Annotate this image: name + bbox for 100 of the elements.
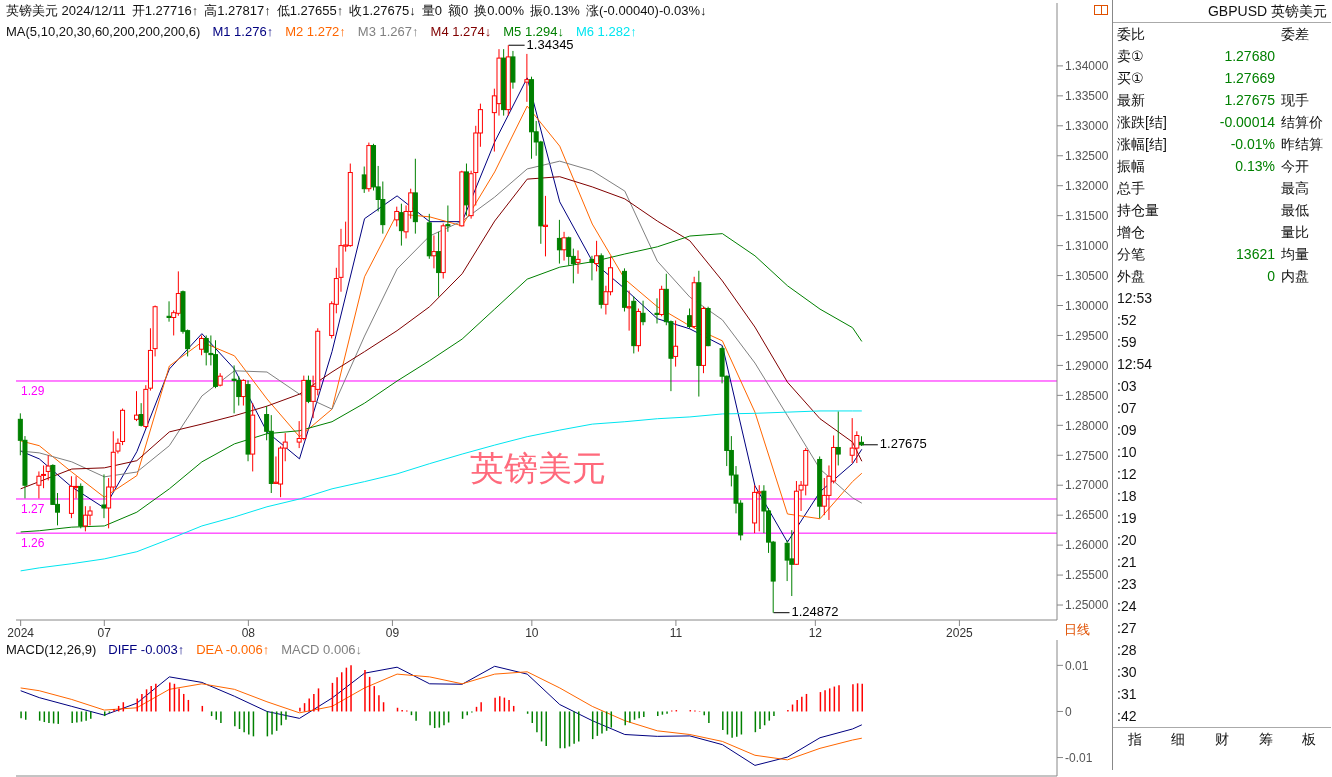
candlestick bbox=[45, 454, 51, 481]
series-label: DIFF -0.003↑ bbox=[108, 642, 185, 657]
candlestick bbox=[101, 473, 107, 519]
candlestick bbox=[431, 234, 437, 269]
x-tick-label: 2025 bbox=[946, 625, 974, 640]
text: :31 bbox=[1117, 685, 1138, 704]
legend-title: MA(5,10,20,30,60,200,200,200,6) bbox=[6, 24, 201, 39]
text: 委比 委差 bbox=[1117, 26, 1309, 42]
text: 12:53 bbox=[1117, 289, 1154, 308]
text: :09 bbox=[1117, 421, 1138, 440]
annotation: 换0.00% bbox=[474, 3, 525, 18]
text: :59 bbox=[1117, 333, 1138, 352]
x-tick-label: 10 bbox=[525, 625, 539, 640]
y-tick-label: 1.31500 bbox=[1065, 208, 1109, 223]
annotation: 振0.13% bbox=[530, 3, 580, 18]
text: GBPUSD 英镑美元 bbox=[1113, 0, 1331, 23]
annotation: 量0 bbox=[421, 3, 442, 18]
candlestick bbox=[640, 300, 646, 326]
y-tick-label: 1.26000 bbox=[1065, 538, 1109, 553]
y-tick-label: 1.32500 bbox=[1065, 149, 1109, 164]
candlestick bbox=[231, 364, 237, 414]
text: :42 bbox=[1117, 707, 1138, 726]
text: :20 bbox=[1117, 531, 1138, 550]
candlestick bbox=[561, 231, 567, 262]
text: 指 细 财 筹 板 bbox=[1127, 731, 1317, 747]
text: 卖① 1.27680 bbox=[1117, 48, 1275, 64]
y-tick-label: -0.01 bbox=[1065, 750, 1093, 765]
annotation: 开1.27716↑ bbox=[131, 3, 199, 18]
candlestick bbox=[673, 319, 679, 368]
y-tick-label: 1.25500 bbox=[1065, 568, 1109, 583]
chart-title: 英镑美元 2024/12/11 bbox=[6, 3, 126, 18]
x-tick-label: 12 bbox=[808, 625, 823, 640]
candlestick bbox=[134, 390, 140, 422]
text: :52 bbox=[1117, 311, 1138, 330]
y-tick-label: 1.30500 bbox=[1065, 268, 1109, 283]
x-tick-label: 09 bbox=[385, 625, 400, 640]
text: M1 1.276↑ bbox=[212, 24, 274, 39]
text: 外盘 0 内盘 bbox=[1117, 268, 1309, 284]
text: 涨幅[结] -0.01% 昨结算 bbox=[1117, 136, 1323, 152]
annotation: 1.24872 bbox=[791, 604, 839, 620]
text: :18 bbox=[1117, 487, 1138, 506]
y-tick-label: 1.25000 bbox=[1065, 598, 1109, 613]
annotation: 收1.27675↓ bbox=[349, 3, 416, 18]
text: DEA -0.006↑ bbox=[196, 642, 270, 657]
candlestick bbox=[594, 240, 600, 272]
text: 买① 1.27669 bbox=[1117, 70, 1275, 86]
text: :21 bbox=[1117, 553, 1138, 572]
ref-line-label: 1.27 bbox=[21, 501, 45, 516]
candlestick bbox=[394, 206, 400, 227]
text: M3 1.267↑ bbox=[357, 24, 419, 39]
chart-title: MACD(12,26,9) bbox=[6, 642, 97, 657]
y-tick-label: 1.30000 bbox=[1065, 298, 1109, 313]
x-tick-label: 2024 bbox=[7, 625, 35, 640]
text: 总手 最高 bbox=[1117, 180, 1309, 196]
y-tick-label: 1.27000 bbox=[1065, 478, 1109, 493]
x-tick-label: 08 bbox=[241, 625, 256, 640]
y-tick-label: 1.29000 bbox=[1065, 358, 1109, 373]
text: M5 1.294↓ bbox=[503, 24, 564, 39]
candlestick bbox=[575, 249, 581, 275]
candlestick bbox=[589, 255, 595, 281]
annotation: 高1.27817↑ bbox=[204, 3, 271, 18]
ref-line-label: 1.29 bbox=[21, 383, 45, 398]
text: 持仓量 最低 bbox=[1117, 202, 1309, 218]
text: 涨跌[结] -0.00014 结算价 bbox=[1117, 114, 1323, 130]
candlestick bbox=[542, 195, 548, 257]
text: 分笔 13621 均量 bbox=[1117, 246, 1309, 262]
annotation: 1.34345 bbox=[526, 36, 574, 52]
y-tick-label: 1.28000 bbox=[1065, 418, 1109, 433]
annotation: 英镑美元 bbox=[470, 448, 606, 489]
text: :23 bbox=[1117, 575, 1138, 594]
y-tick-label: 1.34000 bbox=[1065, 59, 1109, 74]
line-series bbox=[20, 233, 863, 533]
text: :03 bbox=[1117, 377, 1138, 396]
line-series bbox=[20, 410, 863, 572]
candlestick bbox=[436, 231, 442, 298]
text: 日线 bbox=[1064, 621, 1090, 639]
y-tick-label: 1.31000 bbox=[1065, 238, 1109, 253]
annotation: 涨(-0.00040)-0.03%↓ bbox=[585, 3, 707, 18]
text: :12 bbox=[1117, 465, 1138, 484]
text: 增仓 量比 bbox=[1117, 224, 1309, 240]
text: :27 bbox=[1117, 619, 1138, 638]
annotation: 1.27675 bbox=[879, 436, 927, 452]
y-tick-label: 1.33500 bbox=[1065, 89, 1109, 104]
candlestick bbox=[654, 297, 660, 324]
ref-line-label: 1.26 bbox=[21, 535, 45, 550]
y-tick-label: 1.33000 bbox=[1065, 119, 1109, 134]
candlestick bbox=[199, 334, 205, 356]
candlestick bbox=[626, 290, 632, 332]
text: :24 bbox=[1117, 597, 1138, 616]
candlestick bbox=[687, 308, 693, 329]
y-tick-label: 1.28500 bbox=[1065, 388, 1109, 403]
text: M4 1.274↓ bbox=[430, 24, 492, 39]
y-tick-label: 1.32000 bbox=[1065, 178, 1109, 193]
text: 12:54 bbox=[1117, 355, 1154, 374]
y-tick-label: 1.26500 bbox=[1065, 508, 1109, 523]
y-tick-label: 0 bbox=[1065, 704, 1072, 719]
text: :10 bbox=[1117, 443, 1138, 462]
x-tick-label: 07 bbox=[97, 625, 112, 640]
text: :28 bbox=[1117, 641, 1138, 660]
annotation: 低1.27655↑ bbox=[276, 3, 344, 18]
